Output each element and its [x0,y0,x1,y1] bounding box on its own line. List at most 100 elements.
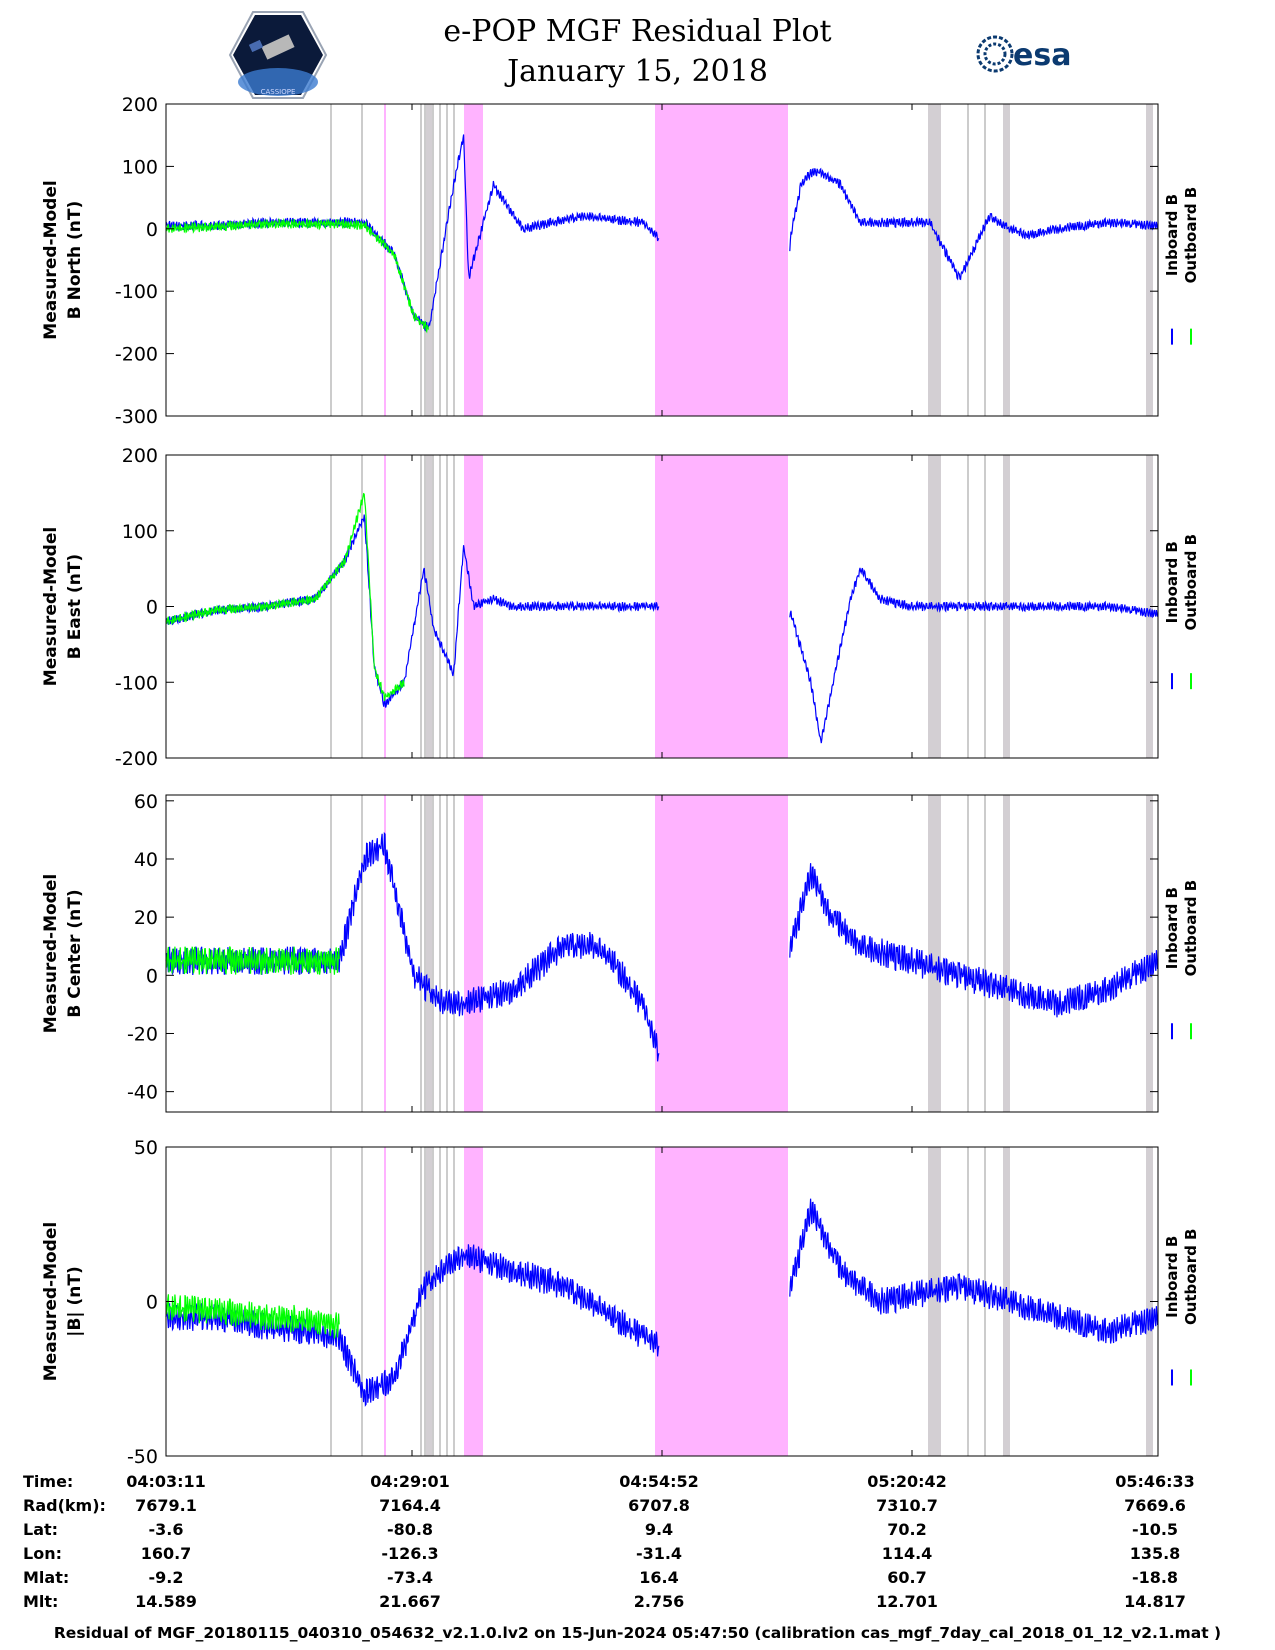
gray-band [1146,795,1153,1112]
info-cell: 7164.4 [379,1496,441,1515]
panel-center: 60 40 20 0 -20 -40 Measured-Model B Center (nT)… [41,791,1200,1113]
info-table: Time: 04:03:11 04:29:01 04:54:52 05:20:4… [0,1462,1275,1627]
svg-text:esa: esa [1013,38,1071,73]
info-label: Time: [23,1472,74,1491]
y-tick-label: 60 [134,791,158,813]
y-axis-label: |B| (nT) [65,1266,85,1337]
info-label: Mlat: [23,1568,70,1587]
panel-magnitude: 50 0 -50 Measured-Model |B| (nT) Inboard B Out… [41,1137,1200,1468]
info-cell: 05:46:33 [1115,1472,1195,1491]
info-row-lat: Lat: -3.6 -80.8 9.4 70.2 -10.5 [0,1520,1275,1544]
info-cell: 04:03:11 [126,1472,206,1491]
y-tick-label: -50 [127,1446,158,1468]
magenta-band [655,795,788,1112]
series-line-outboard [165,946,340,975]
info-cell: 7679.1 [135,1496,197,1515]
info-cell: 05:20:42 [867,1472,947,1491]
magenta-band [464,1147,483,1456]
y-tick-label: 20 [134,907,158,929]
info-row-mlt: Mlt: 14.589 21.667 2.756 12.701 14.817 [0,1592,1275,1616]
y-axis-label: B Center (nT) [65,889,85,1017]
y-tick-label: 0 [146,219,158,241]
y-tick-label: 100 [122,521,158,543]
title-block: e-POP MGF Residual Plot January 15, 2018 [0,12,1275,92]
info-cell: 135.8 [1129,1544,1181,1563]
info-cell: 12.701 [876,1592,938,1611]
gray-band [425,1147,434,1456]
info-cell: 7310.7 [876,1496,938,1515]
panel-north: 200 100 0 -100 -200 -300 Measured-Model B North… [41,94,1200,428]
magenta-band [655,104,788,416]
info-row-mlat: Mlat: -9.2 -73.4 16.4 60.7 -18.8 [0,1568,1275,1592]
info-cell: 14.589 [135,1592,197,1611]
plot-title: e-POP MGF Residual Plot [443,14,832,49]
cassiope-logo: CASSIOPE [228,11,328,99]
info-cell: -31.4 [635,1544,683,1563]
y-tick-label: 0 [146,965,158,987]
info-cell: 160.7 [140,1544,192,1563]
y-tick-label: -100 [115,672,158,694]
info-cell: 6707.8 [628,1496,690,1515]
info-cell: 04:29:01 [370,1472,450,1491]
gray-band [1146,1147,1153,1456]
y-tick-label: 200 [122,94,158,116]
info-cell: -3.6 [148,1520,184,1539]
y-tick-label: 100 [122,156,158,178]
info-cell: 70.2 [887,1520,927,1539]
info-cell: 9.4 [644,1520,674,1539]
info-cell: -126.3 [381,1544,439,1563]
info-cell: -10.5 [1131,1520,1179,1539]
legend-inboard-label: Inboard B [1163,194,1181,276]
gray-band [1003,104,1010,416]
info-cell: 16.4 [639,1568,679,1587]
y-tick-label: -20 [127,1023,158,1045]
y-tick-label: -200 [115,748,158,770]
footer-caption: Residual of MGF_20180115_040310_054632_v… [53,1624,1222,1642]
series-line-outboard [165,217,430,334]
info-row-time: Time: 04:03:11 04:29:01 04:54:52 05:20:4… [0,1472,1275,1496]
series-line-outboard [165,492,405,702]
legend-outboard-label: Outboard B [1182,1228,1200,1325]
info-cell: -80.8 [386,1520,434,1539]
info-cell: 21.667 [379,1592,441,1611]
series-line-outboard [165,1294,340,1339]
info-cell: 04:54:52 [619,1472,699,1491]
svg-text:CASSIOPE: CASSIOPE [261,88,296,96]
panel-east: 200 100 0 -100 -200 Measured-Model B East (nT)… [41,445,1200,770]
gray-band [1146,104,1153,416]
legend-inboard-label: Inboard B [1163,887,1181,969]
legend-inboard-label: Inboard B [1163,1236,1181,1318]
gray-band [425,104,434,416]
gray-band [1146,455,1153,758]
legend-outboard-label: Outboard B [1182,534,1200,631]
legend-inboard-label: Inboard B [1163,541,1181,623]
y-axis-label: B East (nT) [65,554,85,659]
info-cell: 2.756 [633,1592,685,1611]
series-line-inboard [165,831,1159,1062]
y-tick-label: 50 [134,1137,158,1159]
info-cell: -9.2 [148,1568,184,1587]
esa-logo: esa [976,35,1071,73]
magenta-band [655,455,788,758]
y-axis-label: Measured-Model [41,180,61,339]
gray-band [425,795,434,1112]
info-cell: -73.4 [386,1568,434,1587]
plot-date: January 15, 2018 [507,54,768,89]
info-cell: 14.817 [1124,1592,1186,1611]
y-axis-label: Measured-Model [41,1222,61,1381]
y-axis-label: Measured-Model [41,527,61,686]
info-cell: 60.7 [887,1568,927,1587]
gray-band [928,795,941,1112]
y-axis-label: B North (nT) [65,201,85,320]
legend-outboard-label: Outboard B [1182,880,1200,977]
gray-band [928,104,941,416]
info-cell: -18.8 [1131,1568,1179,1587]
legend-outboard-label: Outboard B [1182,187,1200,284]
series-line-inboard [165,514,1159,744]
y-tick-label: 0 [146,597,158,619]
magenta-band [464,795,483,1112]
info-label: Lat: [23,1520,59,1539]
gray-band [928,1147,941,1456]
y-tick-label: 0 [146,1292,158,1314]
